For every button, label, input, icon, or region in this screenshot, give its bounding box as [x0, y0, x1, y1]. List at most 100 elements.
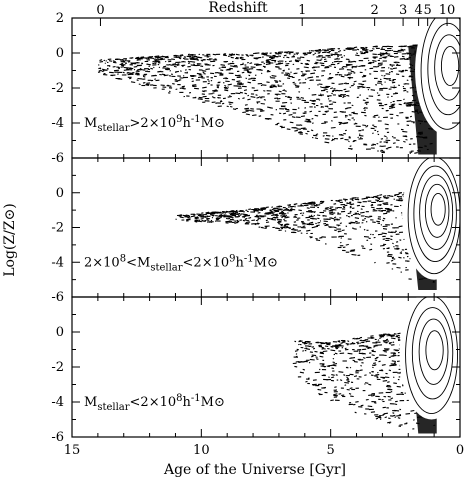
data-point: [239, 76, 242, 78]
data-point: [289, 53, 291, 55]
data-point: [242, 213, 248, 216]
data-point: [297, 230, 302, 232]
data-point: [334, 216, 337, 219]
data-point: [329, 72, 332, 75]
data-point: [310, 72, 316, 75]
data-point: [347, 202, 352, 205]
data-point: [161, 73, 166, 76]
data-point: [244, 104, 248, 106]
x-tick-label: 15: [64, 443, 81, 458]
data-point: [168, 64, 173, 66]
data-point: [330, 208, 335, 211]
data-point: [399, 252, 403, 255]
data-point: [174, 63, 178, 66]
data-point: [113, 69, 120, 72]
data-point: [245, 77, 248, 80]
data-point: [390, 335, 395, 338]
data-point: [237, 97, 240, 100]
data-point: [399, 239, 402, 241]
data-point: [347, 340, 350, 343]
data-point: [288, 75, 294, 78]
data-point: [246, 70, 250, 73]
data-point: [357, 136, 359, 139]
data-point: [334, 393, 338, 396]
data-point: [321, 74, 325, 77]
data-point: [202, 86, 207, 89]
data-point: [129, 57, 134, 59]
data-point: [286, 128, 291, 130]
data-point: [255, 219, 259, 222]
data-point: [353, 361, 358, 363]
panel-label-part: 9: [229, 253, 235, 264]
data-point: [324, 66, 329, 68]
data-point: [353, 60, 357, 63]
data-point: [220, 69, 224, 71]
data-point: [247, 98, 251, 101]
data-point: [171, 58, 175, 61]
data-point: [334, 352, 338, 355]
data-point: [302, 368, 306, 371]
data-point: [248, 216, 252, 219]
data-point: [207, 82, 210, 85]
data-point: [242, 219, 245, 222]
data-point: [190, 60, 196, 63]
data-point: [353, 228, 357, 230]
data-point: [348, 392, 352, 395]
data-point: [330, 349, 336, 352]
data-point: [304, 347, 308, 350]
data-point: [329, 103, 334, 106]
data-point: [370, 206, 375, 209]
data-point: [197, 76, 202, 79]
data-point: [334, 53, 340, 56]
data-point: [339, 222, 342, 225]
data-point: [127, 73, 131, 76]
redshift-tick-label: 3: [399, 3, 407, 18]
data-point: [279, 211, 283, 214]
data-point: [229, 105, 233, 108]
y-tick-label: 0: [56, 325, 64, 340]
data-point: [309, 358, 315, 361]
data-point: [383, 74, 386, 77]
y-tick-label: -2: [51, 81, 64, 96]
data-point: [353, 46, 358, 49]
data-point: [379, 194, 383, 196]
data-point: [338, 393, 342, 395]
data-point: [256, 96, 260, 99]
data-point: [373, 345, 376, 348]
data-point: [385, 338, 389, 341]
data-point: [192, 84, 197, 86]
data-point: [375, 417, 379, 420]
data-point: [296, 128, 301, 130]
data-point: [260, 110, 265, 113]
data-point: [337, 212, 340, 214]
contour-line: [420, 18, 460, 130]
data-point: [339, 379, 343, 382]
data-point: [193, 63, 195, 66]
data-point: [320, 58, 323, 61]
data-point: [352, 342, 356, 345]
data-point: [343, 82, 347, 85]
data-point: [230, 210, 233, 212]
data-point: [247, 71, 252, 74]
data-point: [338, 83, 344, 85]
data-point: [300, 96, 305, 99]
data-point: [263, 90, 266, 92]
data-point: [311, 122, 314, 124]
data-point: [359, 339, 362, 342]
data-point: [107, 68, 109, 70]
data-point: [354, 337, 359, 340]
data-point: [396, 266, 401, 269]
data-point: [389, 364, 395, 367]
x-tick-label: 10: [193, 443, 210, 458]
data-point: [314, 114, 319, 117]
data-point: [280, 224, 283, 227]
data-point: [331, 376, 335, 379]
panel-label-part: <2×10: [130, 395, 177, 410]
data-point: [303, 342, 308, 345]
data-point: [333, 363, 338, 365]
contour-line: [424, 183, 450, 238]
data-point: [299, 212, 302, 215]
data-point: [390, 397, 394, 400]
data-point: [285, 62, 290, 65]
data-point: [273, 216, 279, 219]
